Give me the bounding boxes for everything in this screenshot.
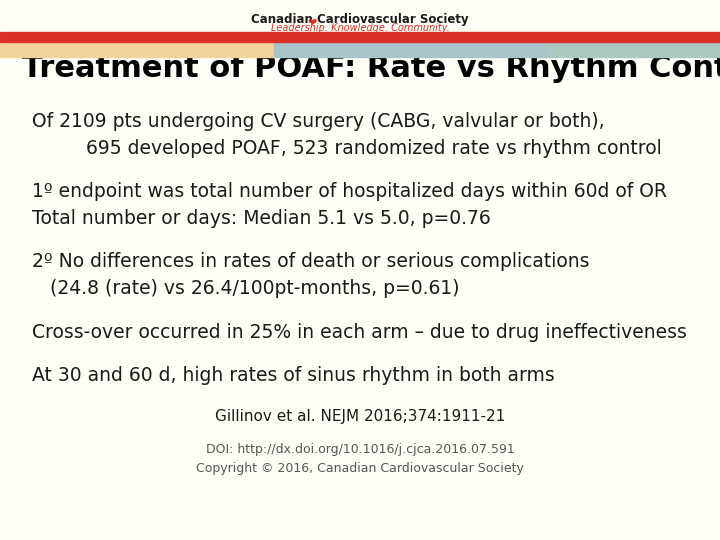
Text: DOI: http://dx.doi.org/10.1016/j.cjca.2016.07.591: DOI: http://dx.doi.org/10.1016/j.cjca.20… bbox=[206, 443, 514, 456]
Text: Treatment of POAF: Rate vs Rhythm Control: Treatment of POAF: Rate vs Rhythm Contro… bbox=[22, 54, 720, 83]
Text: Of 2109 pts undergoing CV surgery (CABG, valvular or both),: Of 2109 pts undergoing CV surgery (CABG,… bbox=[32, 112, 605, 131]
Text: Copyright © 2016, Canadian Cardiovascular Society: Copyright © 2016, Canadian Cardiovascula… bbox=[196, 462, 524, 475]
Text: Total number or days: Median 5.1 vs 5.0, p=0.76: Total number or days: Median 5.1 vs 5.0,… bbox=[32, 209, 491, 228]
Bar bbox=[274, 43, 547, 57]
Text: 1º endpoint was total number of hospitalized days within 60d of OR: 1º endpoint was total number of hospital… bbox=[32, 182, 667, 201]
Text: Canadian Cardiovascular Society: Canadian Cardiovascular Society bbox=[251, 14, 469, 26]
Text: Gillinov et al. NEJM 2016;374:1911-21: Gillinov et al. NEJM 2016;374:1911-21 bbox=[215, 409, 505, 424]
Text: 695 developed POAF, 523 randomized rate vs rhythm control: 695 developed POAF, 523 randomized rate … bbox=[86, 139, 662, 158]
Text: 2º No differences in rates of death or serious complications: 2º No differences in rates of death or s… bbox=[32, 252, 590, 272]
Text: Leadership. Knowledge. Community.: Leadership. Knowledge. Community. bbox=[271, 23, 449, 33]
Bar bbox=[0, 43, 274, 57]
Text: Cross-over occurred in 25% in each arm – due to drug ineffectiveness: Cross-over occurred in 25% in each arm –… bbox=[32, 322, 688, 342]
Text: ❤: ❤ bbox=[307, 18, 317, 28]
Bar bbox=[0, 32, 720, 42]
Text: At 30 and 60 d, high rates of sinus rhythm in both arms: At 30 and 60 d, high rates of sinus rhyt… bbox=[32, 366, 555, 385]
Bar bbox=[547, 43, 720, 57]
Text: (24.8 (rate) vs 26.4/100pt-months, p=0.61): (24.8 (rate) vs 26.4/100pt-months, p=0.6… bbox=[32, 279, 460, 299]
